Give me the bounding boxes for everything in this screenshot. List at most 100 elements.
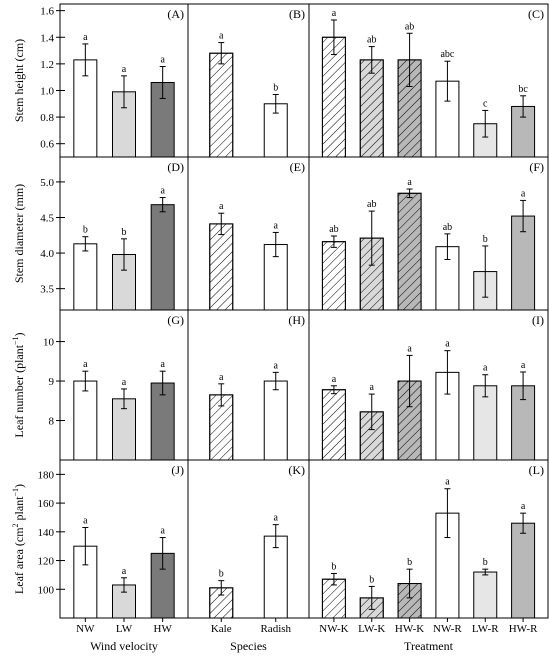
panel-label: (F) <box>529 160 544 174</box>
significance-letter: a <box>83 359 88 370</box>
significance-letter: a <box>160 186 165 197</box>
bar-hw-r <box>511 522 536 619</box>
significance-letter: a <box>370 382 375 393</box>
panel-label: (D) <box>167 160 184 174</box>
y-tick-label: 1.6 <box>40 6 54 18</box>
significance-letter: ab <box>443 222 452 233</box>
y-tick-label: 1.2 <box>40 59 54 71</box>
significance-letter: a <box>122 566 127 577</box>
panel-label: (C) <box>528 7 544 21</box>
significance-letter: a <box>274 513 279 524</box>
x-tick-label: NW-K <box>319 623 348 635</box>
bar-radish <box>263 535 288 619</box>
y-tick-label: 100 <box>38 584 55 596</box>
significance-letter: a <box>219 31 224 42</box>
panel-l: (L) b NW-K b LW-K b HW-K a NW-R b LW-R a HW-R Treatme… <box>308 459 549 653</box>
x-tick-label: HW-K <box>395 623 424 635</box>
significance-letter: a <box>407 343 412 354</box>
significance-letter: a <box>483 363 488 374</box>
y-tick-label: 4.5 <box>40 212 54 224</box>
significance-letter: b <box>331 561 336 572</box>
significance-letter: a <box>521 188 526 199</box>
panel-i: (I) a a a a a a <box>308 309 549 461</box>
bar-hatch <box>209 52 234 158</box>
y-tick-label: 180 <box>38 469 55 481</box>
x-axis-label: Wind velocity <box>90 639 158 653</box>
significance-letter: a <box>521 501 526 512</box>
significance-letter: b <box>483 234 488 245</box>
significance-letter: a <box>445 477 450 488</box>
panel-label: (A) <box>167 7 184 21</box>
y-tick-label: 10 <box>43 337 55 349</box>
significance-letter: b <box>83 225 88 236</box>
bar-hatch <box>397 192 422 311</box>
significance-letter: b <box>219 569 224 580</box>
panel-frame <box>187 459 310 619</box>
panel-label: (J) <box>171 463 184 477</box>
significance-letter: a <box>160 359 165 370</box>
y-tick-label: 0.6 <box>40 139 54 151</box>
significance-letter: b <box>273 82 278 93</box>
panel-frame <box>187 3 310 158</box>
bar-nw <box>73 380 98 461</box>
x-tick-label: Kale <box>211 623 232 635</box>
bar-nw <box>73 243 98 311</box>
panel-a: (A) 0.6 0.8 1.0 1.2 1.4 1.6 Stem height (cm) a a a <box>12 3 189 158</box>
y-axis-label: Stem diameter (mm) <box>12 184 26 283</box>
panel-j: (J) 100 120 140 160 180 Leaf area (cm2 plant−1… <box>11 459 189 653</box>
x-tick-label: LW-R <box>472 623 499 635</box>
y-tick-label: 3.5 <box>40 284 54 296</box>
panel-k: (K) b Kale a Radish Species <box>187 459 310 653</box>
significance-letter: b <box>369 574 374 585</box>
significance-letter: a <box>219 201 224 212</box>
y-tick-label: 120 <box>38 556 55 568</box>
significance-letter: a <box>407 177 412 188</box>
significance-letter: a <box>160 526 165 537</box>
panel-label: (L) <box>529 463 544 477</box>
panel-label: (G) <box>167 313 184 327</box>
x-axis-label: Treatment <box>404 639 454 653</box>
x-tick-label: Radish <box>260 623 291 635</box>
x-tick-label: LW-K <box>358 623 385 635</box>
significance-letter: ab <box>367 199 376 210</box>
panel-label: (I) <box>532 313 544 327</box>
significance-letter: ab <box>405 21 414 32</box>
y-tick-label: 9 <box>49 376 55 388</box>
significance-letter: a <box>160 55 165 66</box>
significance-letter: ab <box>329 224 338 235</box>
significance-letter: c <box>483 98 488 109</box>
bar-radish <box>263 380 288 461</box>
significance-letter: abc <box>440 49 454 60</box>
y-tick-label: 4.0 <box>40 248 54 260</box>
y-tick-label: 0.8 <box>40 112 54 124</box>
panel-c: (C) a ab ab abc c bc <box>308 3 549 158</box>
x-tick-label: HW-R <box>509 623 538 635</box>
panel-h: (H) a a <box>187 309 310 461</box>
panel-label: (E) <box>290 160 305 174</box>
significance-letter: ab <box>367 35 376 46</box>
x-tick-label: LW <box>116 623 133 635</box>
significance-letter: bc <box>518 84 528 95</box>
bar-hatch <box>209 223 234 311</box>
x-axis-label: Species <box>230 639 267 653</box>
y-tick-label: 8 <box>49 416 55 428</box>
significance-letter: a <box>83 516 88 527</box>
panel-f: (F) ab ab a ab b a <box>308 156 549 311</box>
panel-d: (D) 3.5 4.0 4.5 5.0 Stem diameter (mm) b b a <box>12 156 189 311</box>
y-tick-label: 140 <box>38 527 55 539</box>
x-tick-label: NW-R <box>433 623 462 635</box>
significance-letter: a <box>332 8 337 19</box>
significance-letter: a <box>521 360 526 371</box>
significance-letter: b <box>407 557 412 568</box>
significance-letter: a <box>122 377 127 388</box>
significance-letter: a <box>83 32 88 43</box>
bar-hatch <box>359 59 384 158</box>
panel-label: (B) <box>289 7 305 21</box>
panel-frame <box>187 309 310 461</box>
bar-lw-r <box>473 571 498 619</box>
y-tick-label: 1.0 <box>40 85 54 97</box>
y-axis-label: Leaf area (cm2 plant−1) <box>11 484 26 594</box>
significance-letter: a <box>219 372 224 383</box>
panel-g: (G) 8 9 10 Leaf number (plant−1) a a a <box>11 309 189 461</box>
